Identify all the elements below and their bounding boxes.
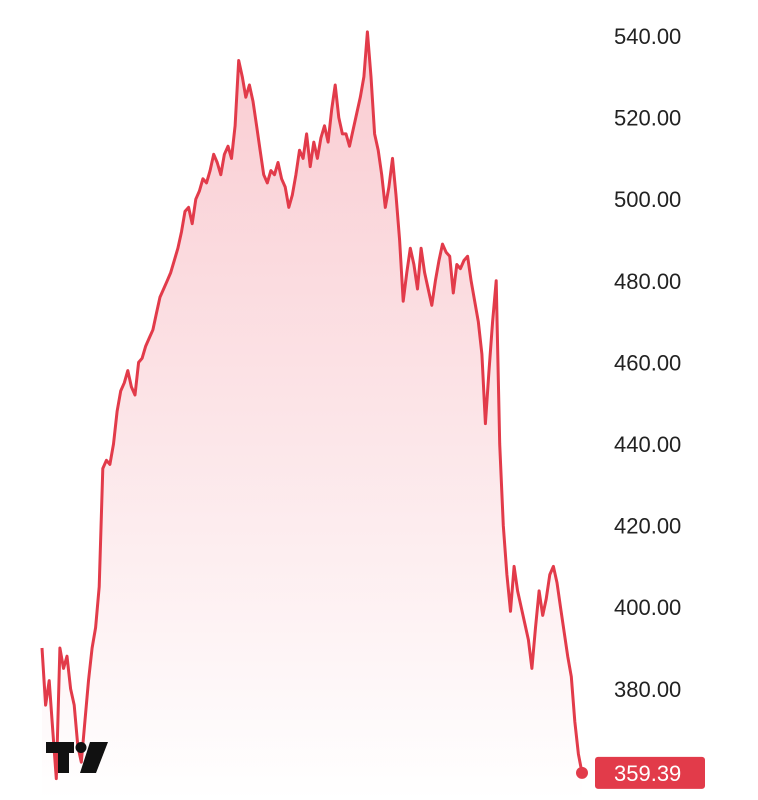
y-axis-tick-label: 440.00 — [614, 432, 681, 457]
last-price-dot — [576, 766, 588, 779]
last-price-label: 359.39 — [614, 761, 681, 786]
last-price-badge — [595, 756, 705, 789]
price-area-fill — [42, 31, 582, 800]
y-axis-tick-label: 540.00 — [614, 24, 681, 49]
y-axis-tick-label: 500.00 — [614, 187, 681, 212]
y-axis-tick-label: 480.00 — [614, 269, 681, 294]
price-line — [40, 30, 584, 781]
y-axis-tick-label: 380.00 — [614, 677, 681, 702]
y-axis-tick-label: 460.00 — [614, 350, 681, 375]
y-axis-tick-label: 520.00 — [614, 106, 681, 131]
y-axis-tick-label: 420.00 — [614, 514, 681, 539]
y-axis-tick-label: 400.00 — [614, 595, 681, 620]
tradingview-logo-icon — [46, 742, 108, 773]
